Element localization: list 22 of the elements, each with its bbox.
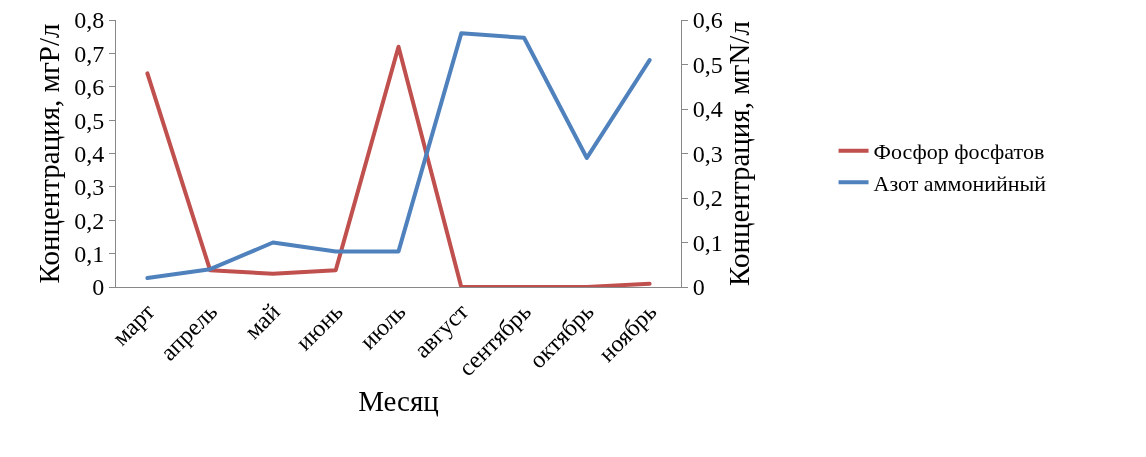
y-tick-label: 0,6: [74, 74, 105, 101]
y-axis-title: Концентрация, мгР/л: [32, 23, 65, 284]
y-tick-label: 0,5: [74, 107, 105, 134]
y2-tick-label: 0,5: [692, 51, 723, 78]
y-tick-label: 0,8: [74, 7, 105, 34]
y2-tick-label: 0,2: [692, 185, 723, 212]
y2-tick-label: 0: [692, 274, 705, 301]
legend-label: Азот аммонийный: [873, 170, 1047, 196]
x-tick-label: май: [239, 298, 286, 345]
y2-tick-label: 0,4: [692, 96, 723, 123]
y2-tick-label: 0,1: [692, 229, 723, 256]
y-tick-label: 0: [92, 274, 105, 301]
y2-axis-title: Концентрация, мгN/л: [722, 21, 755, 286]
y2-tick-label: 0,3: [692, 140, 723, 167]
x-axis-title: Месяц: [358, 384, 439, 417]
y-tick-label: 0,7: [74, 40, 105, 67]
y-tick-label: 0,4: [74, 140, 105, 167]
y2-tick-label: 0,6: [692, 7, 723, 34]
y-tick-label: 0,1: [74, 241, 105, 268]
y-tick-label: 0,3: [74, 174, 105, 201]
legend-label: Фосфор фосфатов: [873, 139, 1045, 165]
y-tick-label: 0,2: [74, 207, 105, 234]
